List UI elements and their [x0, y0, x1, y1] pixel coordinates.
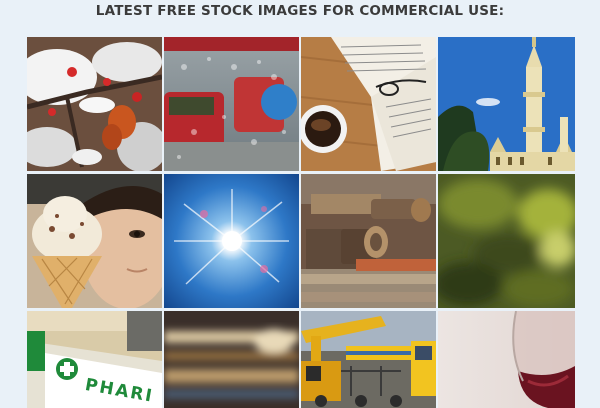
blurred-abstract-icon [164, 311, 299, 408]
gallery-image-sun-sky[interactable] [164, 174, 299, 308]
sun-in-blue-sky-icon [164, 174, 299, 308]
gallery-image-pharmacy[interactable]: PHARI [27, 311, 162, 408]
snow-covered-berries-icon [27, 37, 162, 171]
gallery-image-coffee-book[interactable] [301, 37, 436, 171]
gallery-image-ice-cream-girl[interactable] [27, 174, 162, 308]
gallery-image-mosque[interactable] [438, 37, 575, 171]
mosque-minaret-icon [438, 37, 575, 171]
coffee-and-book-icon [301, 37, 436, 171]
gallery-image-blurred-foliage[interactable] [438, 174, 575, 308]
girl-with-ice-cream-icon [27, 174, 162, 308]
blurred-foliage-icon [438, 174, 575, 308]
gallery-image-snowy-berries[interactable] [27, 37, 162, 171]
gallery-image-rusty-bolts[interactable] [301, 174, 436, 308]
rainy-window-cars-icon [164, 37, 299, 171]
gallery-image-blurred-abstract[interactable] [164, 311, 299, 408]
red-wine-glass-icon [438, 311, 575, 408]
image-gallery: PHARI [27, 37, 575, 408]
page-heading: LATEST FREE STOCK IMAGES FOR COMMERCIAL … [95, 3, 505, 19]
pharmacy-sign-icon [27, 311, 162, 408]
gallery-image-wine-glass[interactable] [438, 311, 575, 408]
gallery-image-rainy-window[interactable] [164, 37, 299, 171]
construction-machinery-icon [301, 311, 436, 408]
gallery-image-construction[interactable] [301, 311, 436, 408]
rusty-bolts-icon [301, 174, 436, 308]
